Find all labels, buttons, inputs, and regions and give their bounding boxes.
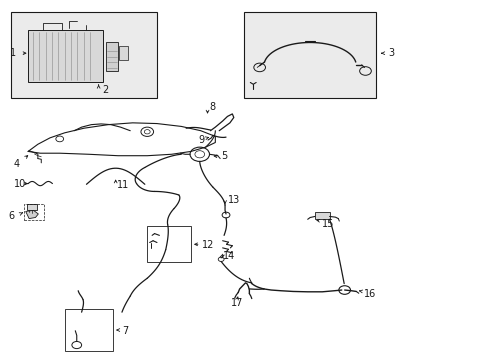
Text: 10: 10	[14, 179, 26, 189]
Text: 12: 12	[201, 240, 214, 250]
Text: 5: 5	[221, 151, 227, 161]
Text: 11: 11	[117, 180, 129, 190]
Text: 6: 6	[9, 211, 15, 221]
Text: 15: 15	[322, 219, 334, 229]
Bar	[119, 46, 127, 60]
Polygon shape	[26, 210, 38, 219]
Text: 8: 8	[208, 102, 215, 112]
Bar	[24, 204, 43, 220]
Text: 7: 7	[122, 326, 128, 336]
Bar	[28, 30, 103, 82]
Text: 17: 17	[230, 298, 243, 308]
Text: 3: 3	[387, 48, 393, 58]
Bar	[244, 12, 375, 98]
Bar	[314, 212, 329, 219]
Bar	[27, 204, 37, 210]
Text: 1: 1	[10, 48, 16, 58]
Text: 16: 16	[363, 289, 375, 298]
Bar	[106, 42, 118, 71]
Text: 14: 14	[222, 251, 234, 261]
Text: 13: 13	[227, 195, 239, 204]
Text: 9: 9	[198, 135, 204, 145]
Text: 4: 4	[14, 159, 20, 169]
Bar	[147, 226, 191, 262]
Bar	[64, 309, 113, 351]
Text: 2: 2	[102, 85, 108, 95]
Bar	[11, 12, 157, 98]
